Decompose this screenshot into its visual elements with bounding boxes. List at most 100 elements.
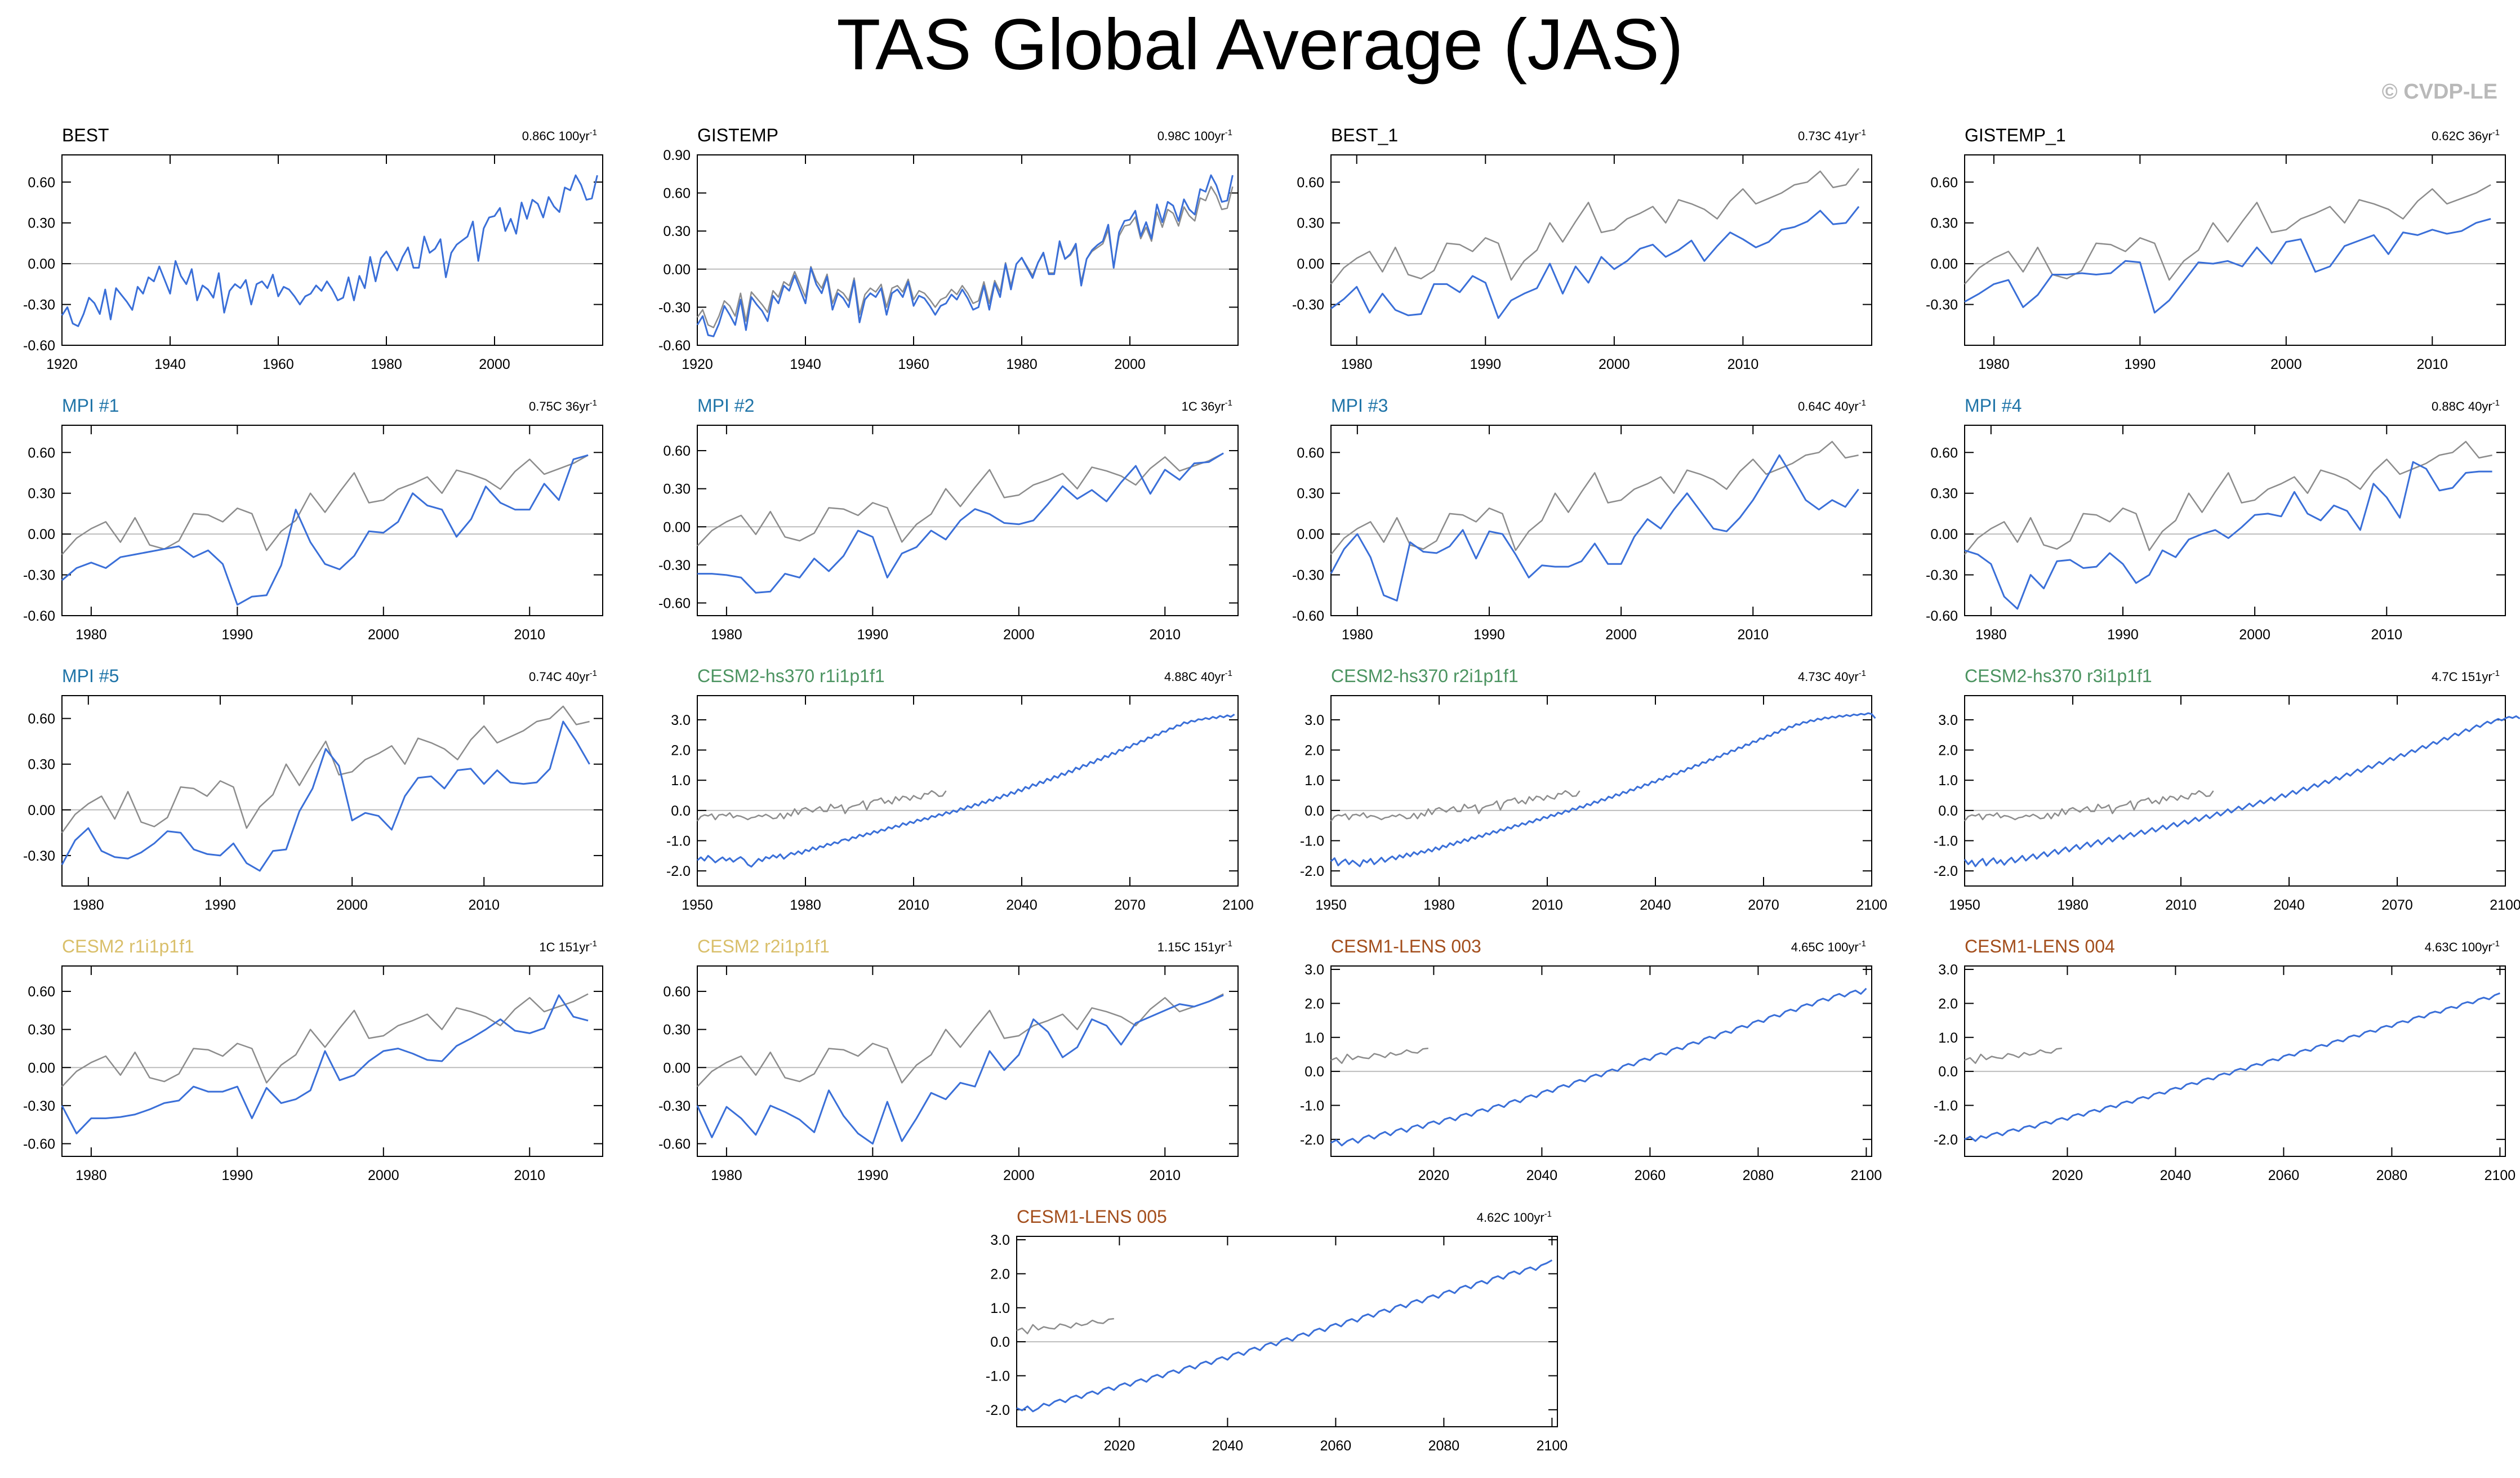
x-tick-label: 2070 (2381, 897, 2413, 913)
y-tick-label: 0.60 (1297, 445, 1324, 461)
trend-exponent: -1 (590, 669, 597, 678)
model-series-line (697, 452, 1224, 594)
x-tick-label: 1980 (1341, 357, 1373, 372)
trend-exponent: -1 (1859, 939, 1866, 949)
y-tick-label: -0.30 (1292, 568, 1324, 584)
y-tick-label: 0.00 (1297, 527, 1324, 542)
x-tick-label: 1980 (711, 1168, 742, 1183)
y-tick-label: -0.60 (658, 1136, 691, 1152)
x-tick-label: 2100 (1537, 1438, 1568, 1454)
trend-exponent: -1 (590, 128, 597, 137)
y-tick-label: -0.60 (1292, 608, 1324, 624)
x-tick-label: 2010 (2165, 897, 2197, 913)
panel-title: MPI #4 (1965, 395, 2022, 416)
y-tick-label: -1.0 (1300, 1098, 1324, 1114)
x-tick-label: 2010 (1149, 627, 1181, 643)
y-tick-label: 0.30 (1297, 216, 1324, 232)
x-tick-label: 2080 (2376, 1168, 2408, 1183)
panel-title: CESM2-hs370 r3i1p1f1 (1965, 666, 2152, 686)
x-tick-label: 1980 (1342, 627, 1373, 643)
trend-exponent: -1 (2492, 398, 2500, 408)
x-tick-label: 2070 (1114, 897, 1146, 913)
trend-label: 0.73C 41yr-1 (1798, 128, 1866, 143)
y-tick-label: 0.30 (663, 482, 691, 497)
y-tick-label: 0.0 (671, 803, 691, 819)
y-tick-label: -0.60 (658, 338, 691, 354)
trend-label: 1C 36yr-1 (1182, 398, 1232, 413)
y-tick-label: -0.60 (658, 595, 691, 611)
y-tick-label: 0.60 (28, 711, 55, 727)
x-tick-label: 2040 (1212, 1438, 1244, 1454)
x-tick-label: 2060 (2268, 1168, 2300, 1183)
y-tick-label: 3.0 (1304, 713, 1324, 728)
y-tick-label: 0.30 (1930, 486, 1958, 502)
x-tick-label: 2010 (898, 897, 929, 913)
x-tick-label: 2000 (368, 627, 399, 643)
trend-exponent: -1 (1225, 669, 1232, 678)
trend-label: 0.64C 40yr-1 (1798, 398, 1866, 413)
y-tick-label: 2.0 (1304, 996, 1324, 1012)
y-tick-label: 3.0 (1938, 962, 1958, 978)
y-tick-label: 2.0 (1938, 743, 1958, 759)
x-tick-label: 1940 (154, 357, 186, 372)
y-tick-label: -0.30 (23, 848, 55, 864)
y-tick-label: 0.30 (28, 216, 55, 232)
y-tick-label: -2.0 (1934, 1132, 1958, 1148)
plot-frame (1964, 425, 2506, 616)
x-tick-label: 2000 (1003, 1168, 1035, 1183)
obs-series-line (1330, 790, 1580, 822)
y-tick-label: 0.90 (663, 148, 691, 163)
y-tick-label: -1.0 (986, 1368, 1010, 1384)
panel-title: CESM2-hs370 r1i1p1f1 (697, 666, 885, 686)
x-tick-label: 2100 (2490, 897, 2520, 913)
x-tick-label: 2020 (1104, 1438, 1136, 1454)
x-tick-label: 1980 (1423, 897, 1455, 913)
trend-exponent: -1 (1859, 669, 1866, 678)
plot-frame (1330, 695, 1872, 887)
y-tick-label: 2.0 (1304, 743, 1324, 759)
x-tick-label: 2010 (1737, 627, 1769, 643)
trend-label: 0.88C 40yr-1 (2432, 398, 2500, 413)
obs-series-line (697, 452, 1224, 546)
x-tick-label: 2000 (368, 1168, 399, 1183)
y-tick-label: 0.00 (28, 803, 55, 818)
chart-panel-9: MPI #5 0.74C 40yr-1 -0.30 0.00 0.30 0.60 1980 1… (23, 666, 603, 913)
plot-frame (1330, 965, 1872, 1157)
trend-label: 0.86C 100yr-1 (522, 128, 597, 143)
y-tick-label: -1.0 (1934, 834, 1958, 849)
y-tick-label: 0.00 (1297, 256, 1324, 272)
x-tick-label: 2000 (479, 357, 510, 372)
model-series-line (1330, 206, 1860, 319)
chart-panel-5: MPI #1 0.75C 36yr-1 -0.60 -0.30 0.00 0.30 0.60… (23, 395, 603, 643)
model-series-line (1964, 992, 2500, 1142)
y-tick-label: -1.0 (666, 834, 691, 849)
y-tick-label: -0.60 (1926, 608, 1958, 624)
x-tick-label: 2010 (514, 1168, 545, 1183)
trend-exponent: -1 (590, 939, 597, 949)
x-tick-label: 2010 (2416, 357, 2448, 372)
trend-label: 0.75C 36yr-1 (529, 398, 597, 413)
y-tick-label: 0.00 (663, 1060, 691, 1076)
obs-series-line (697, 790, 947, 822)
x-tick-label: 2000 (2270, 357, 2302, 372)
trend-exponent: -1 (1544, 1209, 1552, 1219)
model-series-line (61, 174, 598, 327)
panel-title: MPI #5 (62, 666, 119, 686)
y-tick-label: -2.0 (666, 863, 691, 879)
panel-title: MPI #1 (62, 395, 119, 416)
chart-panel-4: GISTEMP_1 0.62C 36yr-1 -0.30 0.00 0.30 0.60 19… (1926, 125, 2506, 372)
x-tick-label: 1980 (1975, 627, 2007, 643)
x-tick-label: 1920 (682, 357, 713, 372)
model-series-line (696, 174, 1234, 337)
y-tick-label: -0.60 (23, 608, 55, 624)
chart-panel-12: CESM2-hs370 r3i1p1f1 4.7C 151yr-1 -2.0 -1.0… (1934, 666, 2520, 913)
x-tick-label: 2010 (1728, 357, 1759, 372)
y-tick-label: -0.30 (23, 297, 55, 313)
plot-frame (1330, 154, 1872, 346)
x-tick-label: 1940 (790, 357, 821, 372)
trend-label: 0.98C 100yr-1 (1157, 128, 1232, 143)
y-tick-label: 2.0 (671, 743, 691, 759)
y-tick-label: 2.0 (1938, 996, 1958, 1012)
chart-panel-2: GISTEMP 0.98C 100yr-1 -0.60 -0.30 0.00 0.30 0.… (658, 125, 1239, 372)
